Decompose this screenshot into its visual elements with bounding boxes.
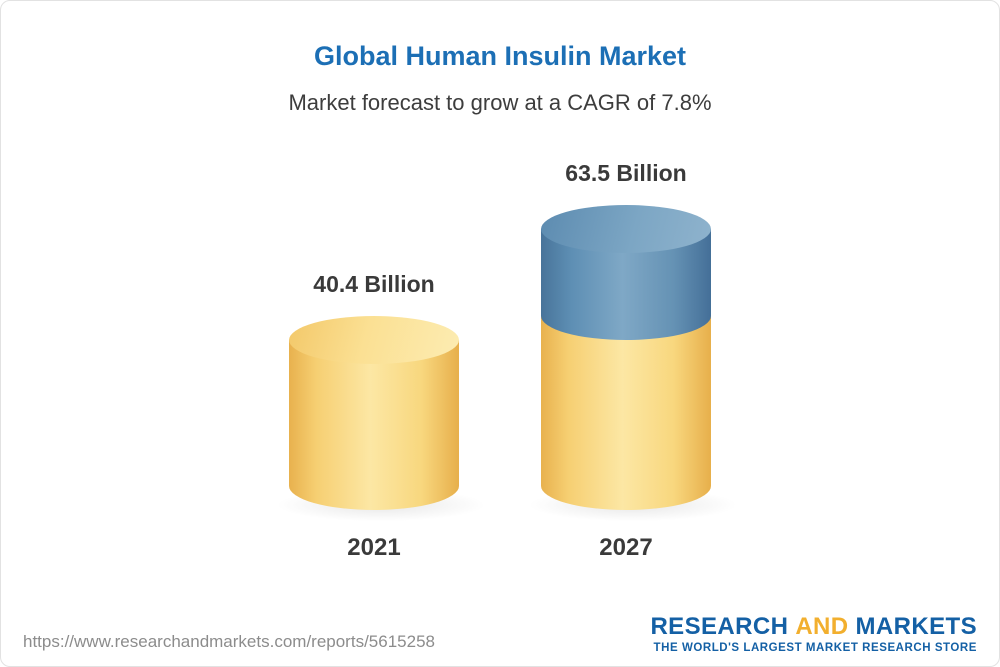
chart-title: Global Human Insulin Market — [313, 41, 687, 71]
bar-group-2021: 40.4 Billion 2021 — [273, 271, 489, 562]
logo-word-and: AND — [795, 612, 849, 640]
cylinder-top-blue — [541, 205, 711, 253]
bar-group-2027: 63.5 Billion 2027 — [525, 160, 741, 562]
cylinder — [273, 316, 489, 522]
chart-header: Global Human Insulin Market Market forec… — [1, 1, 999, 116]
bar-chart: 40.4 Billion 2021 63.5 Billion 2027 — [1, 160, 999, 562]
cylinder-body-yellow — [289, 340, 459, 510]
category-label-2027: 2027 — [599, 534, 653, 561]
report-url-link[interactable]: https://www.researchandmarkets.com/repor… — [23, 632, 435, 651]
research-and-markets-logo: RESEARCH AND MARKETS THE WORLD'S LARGEST M… — [650, 614, 977, 654]
value-label-2021: 40.4 Billion — [313, 271, 435, 297]
cylinder — [525, 205, 741, 522]
chart-subtitle: Market forecast to grow at a CAGR of 7.8… — [288, 90, 712, 115]
logo-word-research: RESEARCH — [650, 612, 789, 640]
value-label-2027: 63.5 Billion — [565, 160, 687, 186]
logo-wordmark: RESEARCH AND MARKETS — [650, 614, 977, 639]
cylinder-top-yellow — [289, 316, 459, 364]
logo-word-markets: MARKETS — [855, 612, 977, 640]
logo-tagline: THE WORLD'S LARGEST MARKET RESEARCH STOR… — [653, 642, 977, 654]
category-label-2021: 2021 — [347, 534, 401, 561]
